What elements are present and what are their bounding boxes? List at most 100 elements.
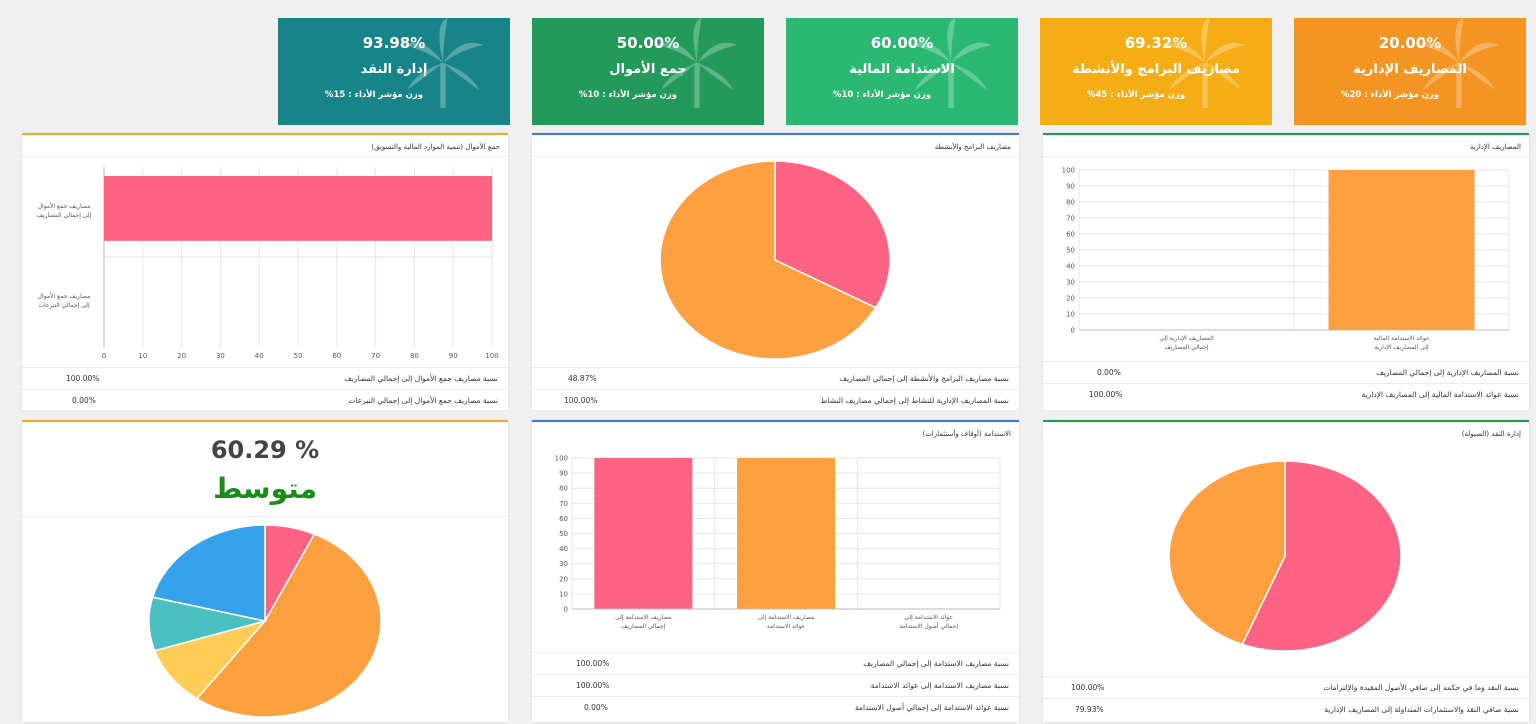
cash-management-card: إدارة النقد (السيولة) نسبة النقد وما في …: [1043, 420, 1529, 722]
x-tick-label: إجمالي أصول الاستدامة: [899, 622, 958, 630]
overall-rating: متوسط: [213, 472, 317, 505]
x-tick-label: 40: [255, 352, 264, 360]
x-tick-label: 70: [371, 352, 380, 360]
table-row: نسبة المصاريف الإدارية إلى إجمالي المصار…: [1043, 361, 1529, 384]
row-label: نسبة مصاريف جمع الأموال إلى إجمالي المصا…: [344, 374, 498, 383]
overall-score-card: 60.29 % متوسط: [22, 420, 508, 722]
divider: [1043, 156, 1529, 157]
kpi-fundraising: 50.00% جمع الأموال وزن مؤشر الأداء : 10%: [532, 18, 764, 125]
row-value: 100.00%: [564, 396, 598, 405]
y-tick-label: 40: [559, 545, 568, 553]
card-title: المصاريف الإدارية: [1469, 143, 1521, 151]
row-value: 0.00%: [72, 396, 96, 405]
row-value: 100.00%: [1089, 390, 1123, 399]
kpi-percent: 60.00%: [870, 34, 934, 52]
y-tick-label: 100: [1062, 167, 1075, 175]
row-value: 0.00%: [1097, 368, 1121, 377]
y-tick-label: 70: [559, 500, 568, 508]
row-label: نسبة عوائد الاستدامة إلى إجمالي أصول الا…: [854, 703, 1009, 712]
y-tick-label: 70: [1066, 215, 1075, 223]
x-tick-label: 10: [138, 352, 147, 360]
y-tick-label: 80: [559, 485, 568, 493]
kpi-name: جمع الأموال: [609, 62, 687, 77]
y-tick-label: 50: [1066, 247, 1075, 255]
table-row: نسبة عوائد الاستدامة إلى إجمالي أصول الا…: [532, 696, 1019, 719]
sustainability-card: الاستدامة (أوقاف وأستثمارات) 0 10 20 30 40 50…: [532, 420, 1019, 722]
pie-slice: [1241, 460, 1402, 652]
card-title: الاستدامة (أوقاف وأستثمارات): [922, 430, 1011, 438]
y-tick-label: مصاريف جمع الأموال: [38, 202, 91, 210]
fundraising-bar-chart: 0 10 20 30 40 50 60 70 80 90 100 مصاريف جمع الأموال…: [37, 167, 499, 360]
y-tick-label: 80: [1066, 199, 1075, 207]
y-tick-label: مصاريف جمع الأموال: [38, 292, 91, 300]
y-tick-label: 100: [555, 455, 568, 463]
y-tick-label: 20: [559, 575, 568, 583]
palm-logo-icon: [910, 18, 992, 108]
row-label: نسبة مصاريف الاستدامة إلى إجمالي المصاري…: [863, 659, 1009, 668]
x-tick-label: 90: [449, 352, 458, 360]
row-label: نسبة مصاريف الاستدامة إلى عوائد الاستدام…: [870, 681, 1009, 690]
y-tick-label: 30: [559, 560, 568, 568]
x-tick-label: المصاريف الإدارية إلى: [1159, 335, 1214, 342]
kpi-percent: 69.32%: [1124, 34, 1188, 52]
x-tick-label: مصاريف الاستدامة إلى: [615, 614, 672, 621]
programs-pie-chart: [659, 160, 891, 360]
row-value: 79.93%: [1075, 705, 1104, 714]
x-tick-label: عوائد الاستدامة: [767, 623, 805, 630]
x-tick-label: عوائد الاستدامة إلى: [904, 614, 953, 621]
divider: [532, 156, 1019, 157]
kpi-name: مصاريف البرامج والأنشطة: [1071, 62, 1241, 77]
sustainability-bar-chart: 0 10 20 30 40 50 60 70 80 90 100 مصاريف الاستدامة إ…: [555, 455, 1001, 630]
card-title: إدارة النقد (السيولة): [1461, 430, 1521, 438]
table-row: نسبة مصاريف البرامج والأنشطة إلى إجمالي …: [532, 367, 1019, 390]
admin-bar-chart: 0 10 20 30 40 50 60 70 80 90 100 المصاريف الإدارية …: [1062, 167, 1510, 351]
palm-logo-icon: [1164, 18, 1246, 108]
x-tick-label: 20: [177, 352, 186, 360]
pie-slice: [151, 524, 266, 622]
cash-pie-chart: [1168, 460, 1402, 652]
palm-logo-icon: [402, 18, 484, 108]
card-title: مصاريف البرامج والأنشطة: [934, 143, 1011, 151]
y-tick-label: إلى إجمالي التبرعات: [38, 302, 90, 309]
row-label: نسبة المصاريف الإدارية للنشاط إلى إجمالي…: [820, 396, 1010, 405]
y-tick-label: 0: [564, 606, 568, 614]
x-tick-label: مصاريف الاستدامة إلى: [758, 614, 815, 621]
table-row: نسبة مصاريف الاستدامة إلى إجمالي المصاري…: [532, 652, 1019, 675]
table-row: نسبة مصاريف جمع الأموال إلى إجمالي التبر…: [22, 389, 508, 410]
row-value: 100.00%: [1071, 683, 1105, 692]
kpi-weight: وزن مؤشر الأداء : 15%: [324, 90, 424, 100]
row-label: نسبة النقد وما في حكمه إلى صافي الأصول ا…: [1323, 683, 1519, 692]
x-tick-label: إجمالي المصاريف: [1164, 344, 1209, 351]
x-tick-label: إلى المصاريف الإدارية: [1374, 344, 1429, 351]
x-tick-label: 0: [102, 352, 106, 360]
kpi-program-expenses: 69.32% مصاريف البرامج والأنشطة وزن مؤشر …: [1040, 18, 1272, 125]
kpi-financial-sustainability: 60.00% الاستدامة المالية وزن مؤشر الأداء…: [786, 18, 1018, 125]
bar: [1328, 170, 1475, 330]
kpi-name: المصاريف الإدارية: [1353, 62, 1467, 77]
y-tick-label: 30: [1066, 279, 1075, 287]
table-row: نسبة صافي النقد والاستثمارات المتداولة إ…: [1043, 698, 1529, 721]
y-tick-label: 10: [1066, 311, 1075, 319]
kpi-weight: وزن مؤشر الأداء : 10%: [832, 90, 932, 100]
y-tick-label: 90: [1066, 183, 1075, 191]
row-value: 100.00%: [66, 374, 100, 383]
table-row: نسبة النقد وما في حكمه إلى صافي الأصول ا…: [1043, 676, 1529, 699]
x-tick-label: 60: [332, 352, 341, 360]
pie-slice: [195, 533, 382, 718]
kpi-percent: 50.00%: [616, 34, 680, 52]
bar: [594, 458, 693, 609]
row-label: نسبة مصاريف جمع الأموال إلى إجمالي التبر…: [348, 396, 498, 405]
table-row: نسبة مصاريف الاستدامة إلى عوائد الاستدام…: [532, 674, 1019, 697]
divider: [22, 156, 508, 157]
kpi-percent: 20.00%: [1378, 34, 1442, 52]
card-title: جمع الأموال (تنمية الموارد المالية والتس…: [371, 143, 500, 151]
kpi-weight: وزن مؤشر الأداء : 45%: [1086, 90, 1186, 100]
admin-expenses-card: المصاريف الإدارية 0 10 20 30 40 50 60 70 80 90 100…: [1043, 133, 1529, 410]
y-tick-label: 10: [559, 590, 568, 598]
pie-slice: [659, 160, 877, 360]
table-row: نسبة عوائد الاستدامة المالية إلى المصاري…: [1043, 383, 1529, 406]
bar: [104, 176, 492, 241]
overall-percent: 60.29 %: [210, 436, 320, 464]
table-row: نسبة المصاريف الإدارية للنشاط إلى إجمالي…: [532, 389, 1019, 410]
row-value: 100.00%: [576, 681, 610, 690]
